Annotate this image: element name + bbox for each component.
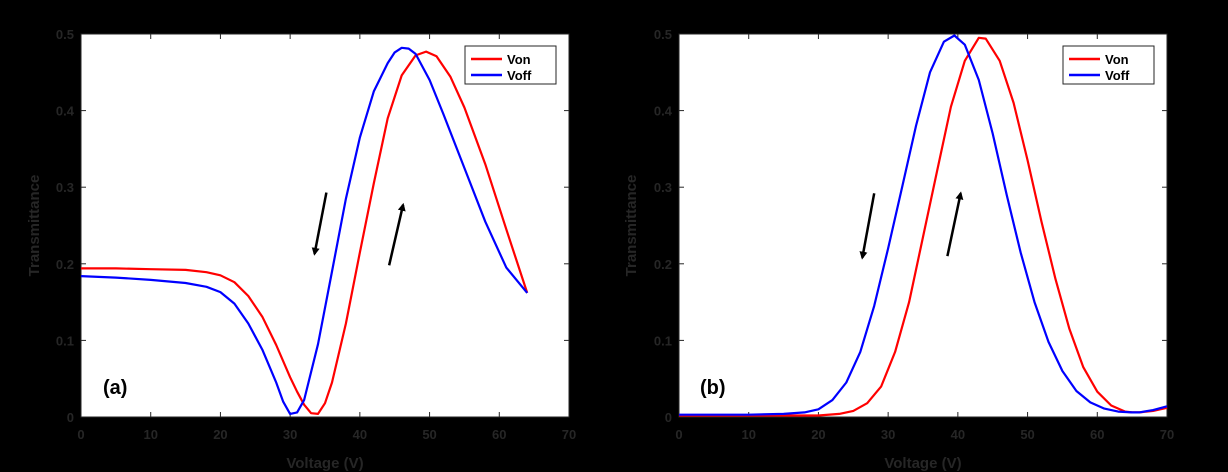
x-tick-label: 40 [951,427,965,442]
y-ticks-a: 0 0.1 0.2 0.3 0.4 0.5 [56,27,569,425]
chart-panel-b: 0 10 20 30 40 50 60 70 0 0.1 0.2 0.3 0.4 0.5 (b) Vol… [623,27,1174,472]
y-tick-label: 0.4 [654,104,673,119]
x-tick-label: 30 [881,427,895,442]
series-line-voff-a [80,46,529,415]
chart-panel-a: 0 10 20 30 40 50 60 70 0 0.1 0.2 0.3 0.4 0.5 (a) Vol… [26,27,576,472]
legend-label-voff-b: Voff [1105,68,1130,83]
annotations-a [311,192,406,266]
y-ticks-b: 0 0.1 0.2 0.3 0.4 0.5 [654,27,1167,425]
annotations-b [859,191,964,260]
x-tick-label: 70 [1160,427,1174,442]
y-tick-label: 0.2 [654,257,672,272]
y-tick-label: 0.3 [56,180,74,195]
x-axis-label-a: Voltage (V) [286,455,363,472]
y-tick-label: 0.4 [56,104,75,119]
x-tick-label: 60 [492,427,506,442]
y-tick-label: 0 [665,410,672,425]
arrow-up-icon [387,202,406,266]
x-tick-label: 50 [1020,427,1034,442]
legend-b: Von Voff [1062,45,1155,85]
series-b [679,34,1168,417]
x-tick-label: 70 [562,427,576,442]
panel-label-b: (b) [700,377,726,399]
plot-area-a [80,33,570,418]
legend-label-von-a: Von [507,52,531,67]
x-tick-label: 0 [675,427,682,442]
y-tick-label: 0.5 [56,27,74,42]
x-tick-label: 20 [213,427,227,442]
series-line-von-a [81,50,529,415]
y-tick-label: 0.1 [654,333,672,348]
x-tick-label: 50 [422,427,436,442]
arrow-up-icon [946,191,964,257]
x-axis-label-b: Voltage (V) [884,455,961,472]
plot-area-b [678,33,1168,418]
x-tick-label: 30 [283,427,297,442]
y-tick-label: 0.5 [654,27,672,42]
x-tick-label: 40 [353,427,367,442]
arrow-down-icon [859,193,876,260]
y-tick-label: 0.2 [56,257,74,272]
y-tick-label: 0.3 [654,180,672,195]
x-tick-label: 60 [1090,427,1104,442]
y-axis-label-a: Transmittance [26,175,43,277]
panel-label-a: (a) [103,377,127,399]
y-tick-label: 0 [67,410,74,425]
series-line-voff-b [679,34,1168,416]
arrow-down-icon [311,192,328,256]
x-ticks-b: 0 10 20 30 40 50 60 70 [675,34,1174,442]
y-axis-label-b: Transmittance [623,175,640,277]
legend-a: Von Voff [464,45,557,85]
legend-label-voff-a: Voff [507,68,532,83]
x-tick-label: 0 [77,427,84,442]
y-tick-label: 0.1 [56,333,74,348]
x-ticks-a: 0 10 20 30 40 50 60 70 [77,34,576,442]
x-tick-label: 10 [143,427,157,442]
x-tick-label: 10 [741,427,755,442]
x-tick-label: 20 [811,427,825,442]
series-a [80,46,529,415]
legend-label-von-b: Von [1105,52,1129,67]
